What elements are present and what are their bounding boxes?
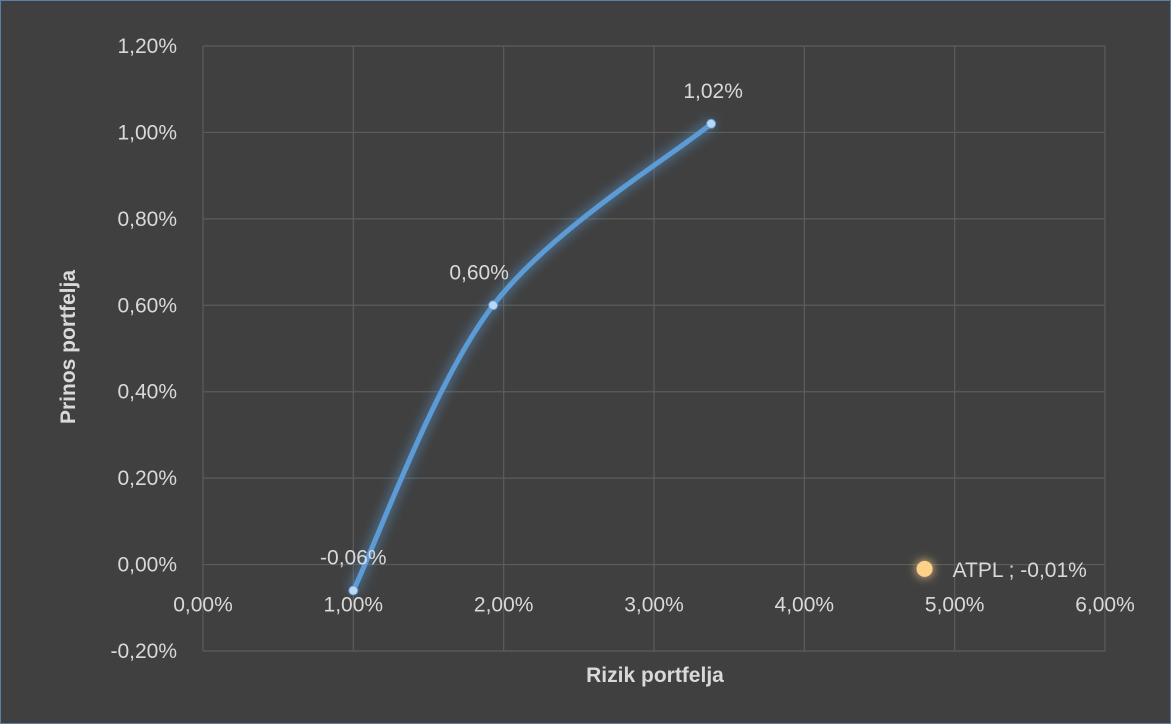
- y-tick-label: 1,20%: [117, 35, 177, 58]
- x-tick-label: 3,00%: [624, 594, 684, 617]
- y-axis-title: Prinos portfelja: [57, 270, 80, 424]
- y-tick-label: 0,00%: [117, 554, 177, 577]
- atpl-point: [916, 560, 933, 577]
- y-tick-label: -0,20%: [110, 640, 177, 663]
- atpl-data-label: ATPL ; -0,01%: [953, 559, 1087, 582]
- x-axis-title: Rizik portfelja: [586, 664, 724, 687]
- frontier-line: [350, 121, 714, 593]
- frontier-data-label: -0,06%: [320, 547, 387, 570]
- x-tick-label: 1,00%: [324, 594, 384, 617]
- frontier-data-label: 1,02%: [683, 80, 743, 103]
- y-tick-label: 0,60%: [117, 294, 177, 317]
- frontier-point: [348, 585, 359, 596]
- x-tick-label: 0,00%: [173, 594, 233, 617]
- frontier-point: [488, 300, 499, 311]
- gridlines: [202, 45, 1106, 652]
- frontier-data-label: 0,60%: [449, 261, 509, 284]
- y-tick-label: 0,40%: [117, 381, 177, 404]
- y-tick-label: 1,00%: [117, 121, 177, 144]
- series-layer: [348, 118, 933, 596]
- x-tick-label: 5,00%: [925, 594, 985, 617]
- y-tick-label: 0,80%: [117, 208, 177, 231]
- x-tick-label: 6,00%: [1075, 594, 1135, 617]
- y-tick-label: 0,20%: [117, 467, 177, 490]
- frontier-point: [706, 118, 717, 129]
- x-tick-label: 2,00%: [474, 594, 534, 617]
- label-layer: -0,20% 0,00% 0,20% 0,40% 0,60% 0,80% 1,00% 1,20…: [110, 35, 1134, 663]
- x-tick-label: 4,00%: [775, 594, 835, 617]
